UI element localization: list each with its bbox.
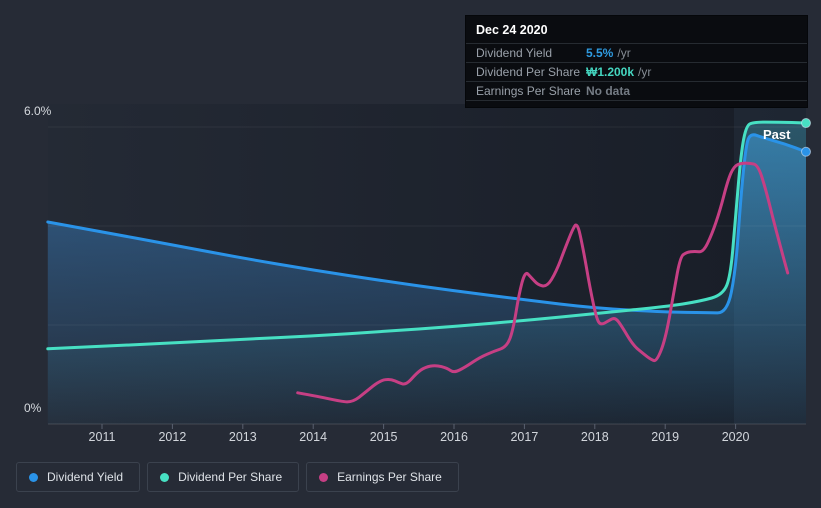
legend-item-dividend-per-share[interactable]: Dividend Per Share (147, 462, 300, 492)
earnings-per-share-dot-icon (319, 472, 329, 482)
tooltip-row-earnings-per-share: Earnings Per Share No data (466, 81, 807, 101)
legend-label: Dividend Yield (47, 470, 124, 484)
x-tick-label-2012: 2012 (158, 430, 186, 444)
dividend-per-share-area (47, 122, 807, 424)
dividend-yield-dot-icon (29, 472, 38, 482)
chart-tooltip: Dec 24 2020 Dividend Yield 5.5% /yr Divi… (465, 15, 808, 108)
x-tick-label-2020: 2020 (722, 430, 750, 444)
x-tick-label-2018: 2018 (581, 430, 609, 444)
legend-item-earnings-per-share[interactable]: Earnings Per Share (306, 462, 459, 492)
x-tick-label-2017: 2017 (510, 430, 538, 444)
x-tick-label-2019: 2019 (651, 430, 679, 444)
tooltip-value: ₩1.200k (586, 65, 635, 79)
dividend-per-share-dot-icon (160, 472, 170, 482)
tooltip-value: 5.5% (586, 46, 614, 60)
earnings-per-share-line (296, 161, 790, 404)
x-tick-label-2014: 2014 (299, 430, 327, 444)
legend-label: Earnings Per Share (337, 470, 442, 484)
tooltip-unit: /yr (617, 46, 631, 60)
tooltip-unit: /yr (638, 65, 652, 79)
legend-label: Dividend Per Share (178, 470, 283, 484)
dividend-per-share-line (46, 120, 808, 351)
y-axis-label-max: 6.0% (24, 104, 52, 118)
tooltip-date: Dec 24 2020 (476, 23, 548, 37)
x-tick-label-2011: 2011 (89, 430, 116, 444)
dividend-yield-end-dot (801, 146, 811, 157)
dividend-per-share-end-dot (801, 118, 811, 129)
x-tick-label-2016: 2016 (440, 430, 468, 444)
tooltip-value: No data (586, 84, 631, 98)
y-axis-label-min: 0% (24, 401, 42, 415)
tooltip-label: Dividend Per Share (476, 65, 581, 79)
tooltip-label: Dividend Yield (476, 46, 553, 60)
legend-item-dividend-yield[interactable]: Dividend Yield (16, 462, 141, 492)
past-annotation-label: Past (763, 127, 791, 142)
tooltip-row-dividend-per-share: Dividend Per Share ₩1.200k /yr (466, 62, 807, 81)
tooltip-label: Earnings Per Share (476, 84, 581, 98)
chart-legend: Dividend Yield Dividend Per Share Earnin… (16, 462, 459, 492)
tooltip-row-dividend-yield: Dividend Yield 5.5% /yr (466, 43, 807, 62)
x-tick-label-2013: 2013 (229, 430, 257, 444)
x-tick-label-2015: 2015 (370, 430, 398, 444)
